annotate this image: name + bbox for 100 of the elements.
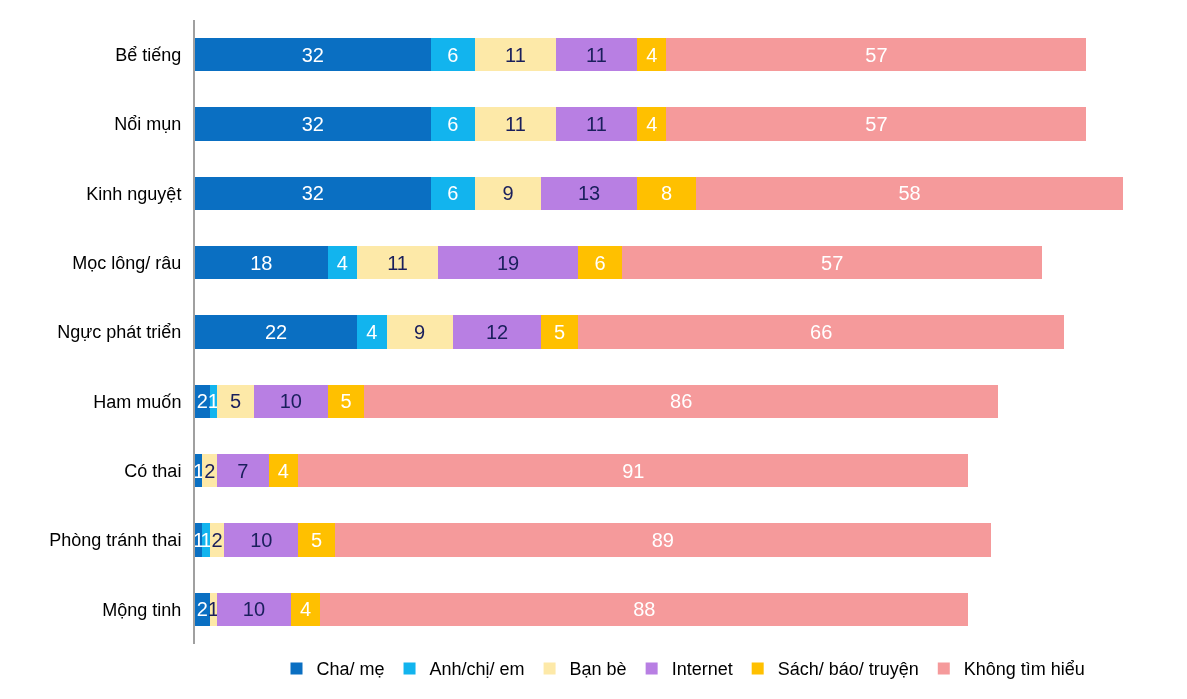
bar <box>357 315 387 349</box>
data-label: 32 <box>301 43 324 66</box>
data-label: 9 <box>502 182 514 205</box>
bar <box>666 38 1087 72</box>
data-label: 5 <box>340 390 352 413</box>
bar <box>195 315 358 349</box>
data-label: 5 <box>310 529 323 551</box>
data-label: 89 <box>651 529 674 551</box>
data-label: 6 <box>447 182 459 205</box>
data-label: 4 <box>366 321 378 343</box>
legend-label: Anh/chị/ em <box>429 659 525 680</box>
bar <box>195 246 328 280</box>
data-label: 86 <box>670 390 693 413</box>
data-label: 66 <box>810 321 833 343</box>
data-label: 11 <box>586 43 607 66</box>
data-label: 88 <box>633 598 656 621</box>
bar <box>217 454 269 488</box>
bar <box>541 176 637 210</box>
data-label: 11 <box>505 113 526 135</box>
bar <box>217 384 254 418</box>
data-label: 2 <box>211 529 223 551</box>
data-label: 5 <box>229 390 242 413</box>
data-label: 58 <box>898 182 921 205</box>
data-label: 32 <box>301 182 324 205</box>
bar <box>578 315 1065 349</box>
data-label: 4 <box>336 251 348 274</box>
bar <box>386 315 453 349</box>
data-label: 1 <box>207 390 219 413</box>
bar <box>636 107 667 141</box>
data-label: 13 <box>577 182 601 205</box>
bar <box>298 523 335 557</box>
y-tick-label: Ngực phát triển <box>57 322 182 343</box>
y-tick-label: Ham muốn <box>93 391 182 412</box>
bar <box>474 38 556 72</box>
bar <box>195 107 431 141</box>
data-label: 2 <box>196 390 208 413</box>
data-label: 7 <box>237 459 249 482</box>
data-label: 4 <box>299 598 312 621</box>
bar <box>474 107 556 141</box>
bar <box>224 523 299 557</box>
bar <box>195 38 431 72</box>
bar <box>320 592 969 626</box>
data-label: 19 <box>496 251 520 274</box>
bar <box>217 592 291 626</box>
bar <box>430 38 475 72</box>
bar <box>666 107 1087 141</box>
bar <box>195 176 431 210</box>
data-label: 4 <box>646 113 658 135</box>
data-label: 91 <box>622 459 645 482</box>
y-tick-label: Có thai <box>124 460 182 481</box>
data-label: 10 <box>242 598 266 621</box>
bar <box>636 38 667 72</box>
legend-label: Không tìm hiểu <box>963 659 1085 680</box>
data-label: 8 <box>660 182 673 205</box>
bar <box>327 384 365 418</box>
bar <box>430 107 475 141</box>
data-label: 57 <box>865 43 888 66</box>
data-label: 22 <box>264 321 288 343</box>
data-label: 10 <box>279 390 302 413</box>
data-label: 57 <box>865 113 888 135</box>
bar <box>695 176 1124 210</box>
bar <box>357 246 439 280</box>
data-label: 32 <box>301 113 324 135</box>
y-tick-label: Mộng tinh <box>102 599 182 620</box>
bar <box>578 246 623 280</box>
data-label: 6 <box>447 113 459 135</box>
y-tick-label: Phòng tránh thai <box>49 530 182 551</box>
y-tick-label: Bể tiếng <box>115 44 182 65</box>
data-label: 18 <box>250 251 273 274</box>
bar <box>253 384 328 418</box>
legend-label: Cha/ mẹ <box>316 659 385 680</box>
legend-label: Sách/ báo/ truyện <box>777 659 919 680</box>
bar <box>452 315 542 349</box>
legend-label: Bạn bè <box>569 659 627 680</box>
data-label: 10 <box>250 529 273 551</box>
data-label: 4 <box>646 43 658 66</box>
data-label: 11 <box>505 43 526 66</box>
y-tick-label: Mọc lông/ râu <box>72 252 182 273</box>
data-label: 2 <box>196 598 208 621</box>
data-label: 12 <box>485 321 509 343</box>
data-label: 11 <box>586 113 607 135</box>
data-label: 2 <box>204 459 216 482</box>
data-label: 1 <box>193 459 205 482</box>
bar <box>555 38 637 72</box>
data-label: 9 <box>414 321 426 343</box>
data-label: 6 <box>594 251 606 274</box>
bar <box>438 246 579 280</box>
data-label: 5 <box>554 321 566 343</box>
data-label: 11 <box>387 251 408 274</box>
bar <box>430 176 475 210</box>
bar <box>334 523 991 557</box>
y-tick-label: Nổi mụn <box>114 114 182 135</box>
bar <box>474 176 542 210</box>
data-label: 57 <box>821 251 844 274</box>
data-label: 4 <box>277 459 289 482</box>
bar <box>298 454 969 488</box>
bar <box>636 176 696 210</box>
legend-label: Internet <box>671 659 733 680</box>
y-tick-label: Kinh nguyệt <box>86 183 182 204</box>
bar <box>364 384 998 418</box>
